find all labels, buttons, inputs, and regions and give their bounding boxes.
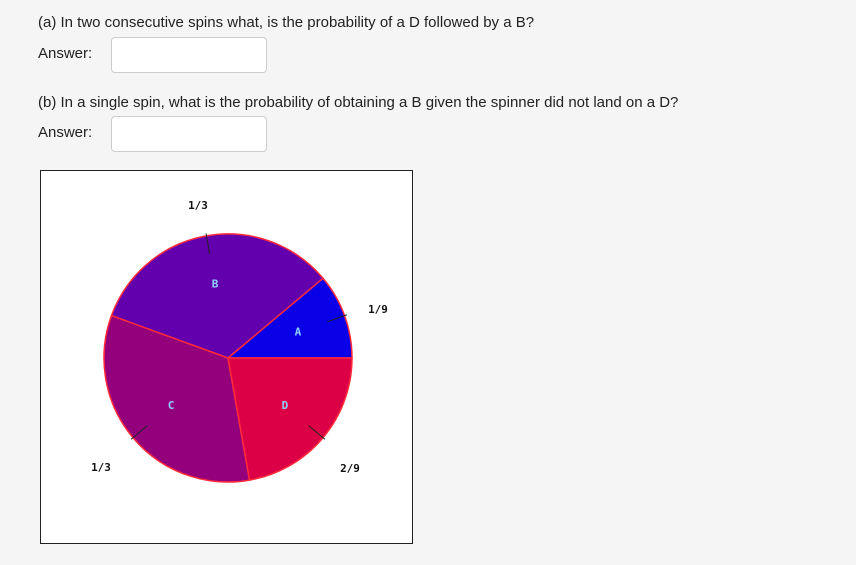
leader-line: [130, 425, 148, 440]
sector-fraction: 1/9: [368, 303, 388, 316]
sector-fraction: 2/9: [340, 462, 360, 475]
question: (a) In two consecutive spins what, is th…: [38, 14, 535, 31]
sector-fraction: 1/3: [188, 199, 208, 212]
sector-letter: A: [295, 326, 302, 339]
answer-input[interactable]: [111, 116, 267, 152]
answer-label: Answer:: [38, 124, 93, 141]
leader-line: [308, 425, 326, 440]
leader-line: [326, 314, 348, 323]
spinner: A 1/9 B 1/3 C 1/3 D 2/9: [91, 199, 388, 483]
sector: [227, 357, 353, 481]
sector-letter: C: [168, 399, 175, 412]
question: (b) In a single spin, what is the probab…: [38, 94, 679, 111]
spinner-image: A 1/9 B 1/3 C 1/3 D 2/9: [40, 170, 413, 544]
sector-fraction: 1/3: [91, 461, 111, 474]
sector-letter: B: [212, 278, 219, 291]
answer-input[interactable]: [111, 37, 267, 73]
sector-letter: D: [282, 399, 289, 412]
leader-line: [205, 233, 211, 255]
answer-label: Answer:: [38, 45, 93, 62]
